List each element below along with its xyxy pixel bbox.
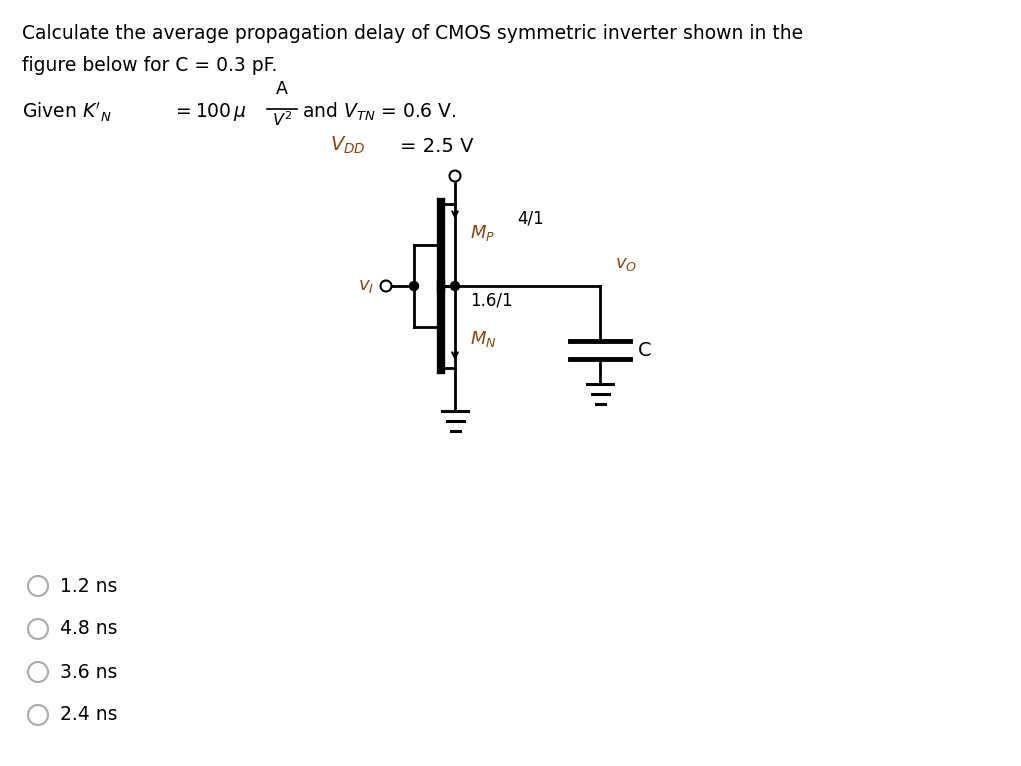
- Circle shape: [450, 281, 459, 290]
- Text: 3.6 ns: 3.6 ns: [60, 663, 117, 682]
- Text: = 2.5 V: = 2.5 V: [400, 137, 474, 156]
- Text: $v_O$: $v_O$: [615, 255, 637, 273]
- Text: $M_N$: $M_N$: [470, 329, 496, 349]
- Text: $= 100\,\mu$: $= 100\,\mu$: [172, 101, 247, 123]
- Text: 2.4 ns: 2.4 ns: [60, 705, 117, 725]
- Text: Calculate the average propagation delay of CMOS symmetric inverter shown in the: Calculate the average propagation delay …: [22, 24, 804, 43]
- Text: $V_{DD}$: $V_{DD}$: [330, 135, 366, 156]
- Circle shape: [409, 281, 419, 290]
- Text: $V^2$: $V^2$: [272, 110, 292, 129]
- Text: 1.2 ns: 1.2 ns: [60, 577, 117, 595]
- Text: A: A: [276, 80, 288, 98]
- Text: and $V_{TN}$ = 0.6 V.: and $V_{TN}$ = 0.6 V.: [302, 101, 456, 123]
- Text: $v_I$: $v_I$: [358, 277, 374, 295]
- Text: 4/1: 4/1: [517, 209, 544, 227]
- Text: figure below for C = 0.3 pF.: figure below for C = 0.3 pF.: [22, 56, 278, 75]
- Text: Given $K'_N$: Given $K'_N$: [22, 101, 111, 124]
- Text: $M_P$: $M_P$: [470, 223, 495, 243]
- Text: C: C: [638, 341, 651, 359]
- Text: 4.8 ns: 4.8 ns: [60, 620, 117, 639]
- Text: 1.6/1: 1.6/1: [470, 291, 513, 309]
